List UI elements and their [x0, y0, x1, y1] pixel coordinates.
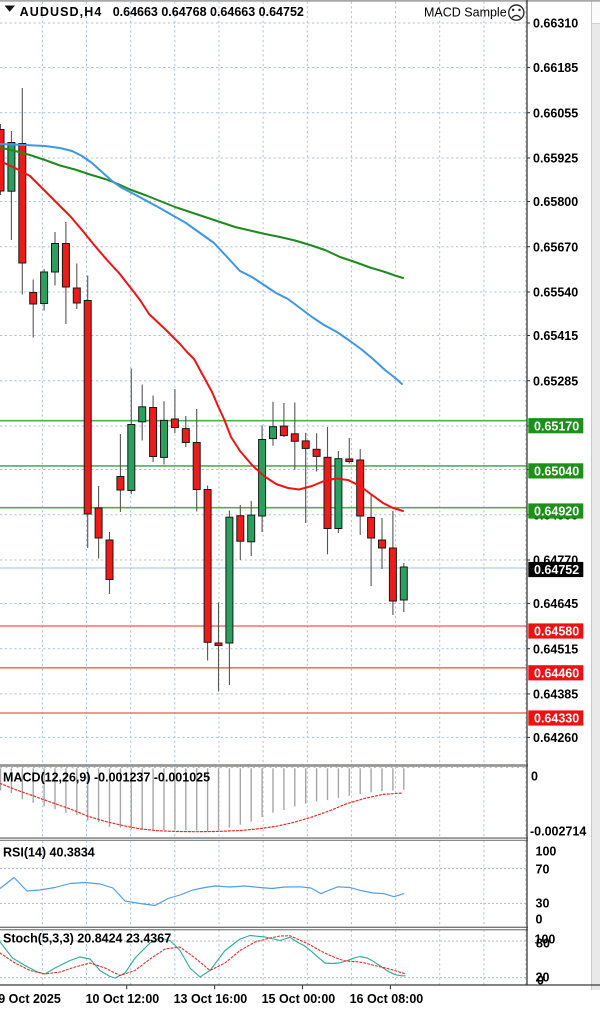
svg-text:MACD Sample: MACD Sample	[424, 6, 507, 20]
svg-text:0.65040: 0.65040	[534, 465, 579, 479]
svg-text:10 Oct 12:00: 10 Oct 12:00	[86, 992, 160, 1006]
svg-text:0.64580: 0.64580	[534, 625, 579, 639]
svg-text:100: 100	[536, 845, 557, 859]
svg-text:0: 0	[531, 770, 538, 784]
svg-text:0.64515: 0.64515	[533, 642, 578, 656]
svg-text:0.64663 0.64768 0.64663 0.6475: 0.64663 0.64768 0.64663 0.64752	[113, 5, 304, 19]
svg-text:100: 100	[535, 933, 556, 947]
svg-text:0: 0	[537, 974, 544, 988]
svg-text:Stoch(5,3,3) 20.8424 23.4367: Stoch(5,3,3) 20.8424 23.4367	[3, 932, 171, 946]
svg-text:0.66310: 0.66310	[533, 17, 578, 31]
svg-text:30: 30	[536, 897, 550, 911]
svg-text:0.66185: 0.66185	[533, 61, 578, 75]
svg-text:80: 80	[536, 937, 550, 951]
svg-text:13 Oct 16:00: 13 Oct 16:00	[174, 992, 248, 1006]
svg-text:MACD(12,26,9) -0.001237 -0.001: MACD(12,26,9) -0.001237 -0.001025	[3, 771, 210, 785]
svg-text:0.65540: 0.65540	[533, 286, 578, 300]
svg-text:RSI(14) 40.3834: RSI(14) 40.3834	[3, 846, 95, 860]
svg-text:0.64260: 0.64260	[533, 731, 578, 745]
svg-text:9 Oct 2025: 9 Oct 2025	[0, 992, 61, 1006]
svg-text:0.64385: 0.64385	[533, 688, 578, 702]
svg-text:0.66055: 0.66055	[533, 106, 578, 120]
svg-text:15 Oct 00:00: 15 Oct 00:00	[262, 992, 336, 1006]
svg-text:0.65170: 0.65170	[534, 419, 579, 433]
svg-text:0.64460: 0.64460	[534, 666, 579, 680]
svg-text:0.65670: 0.65670	[533, 240, 578, 254]
svg-text:-0.002714: -0.002714	[530, 825, 586, 839]
svg-text:0: 0	[536, 913, 543, 927]
svg-text:0.65285: 0.65285	[533, 374, 578, 388]
svg-text:0.64645: 0.64645	[533, 597, 578, 611]
svg-text:0.65415: 0.65415	[533, 329, 578, 343]
svg-text:0.64920: 0.64920	[534, 505, 579, 519]
svg-text:20: 20	[536, 971, 550, 985]
svg-text:AUDUSD,H4: AUDUSD,H4	[20, 5, 103, 19]
svg-text:70: 70	[536, 863, 550, 877]
svg-text:0.65925: 0.65925	[533, 152, 578, 166]
svg-text:0.64330: 0.64330	[534, 712, 579, 726]
svg-text:0.65800: 0.65800	[533, 195, 578, 209]
svg-text:0.64752: 0.64752	[534, 563, 579, 577]
svg-text:16 Oct 08:00: 16 Oct 08:00	[350, 992, 424, 1006]
